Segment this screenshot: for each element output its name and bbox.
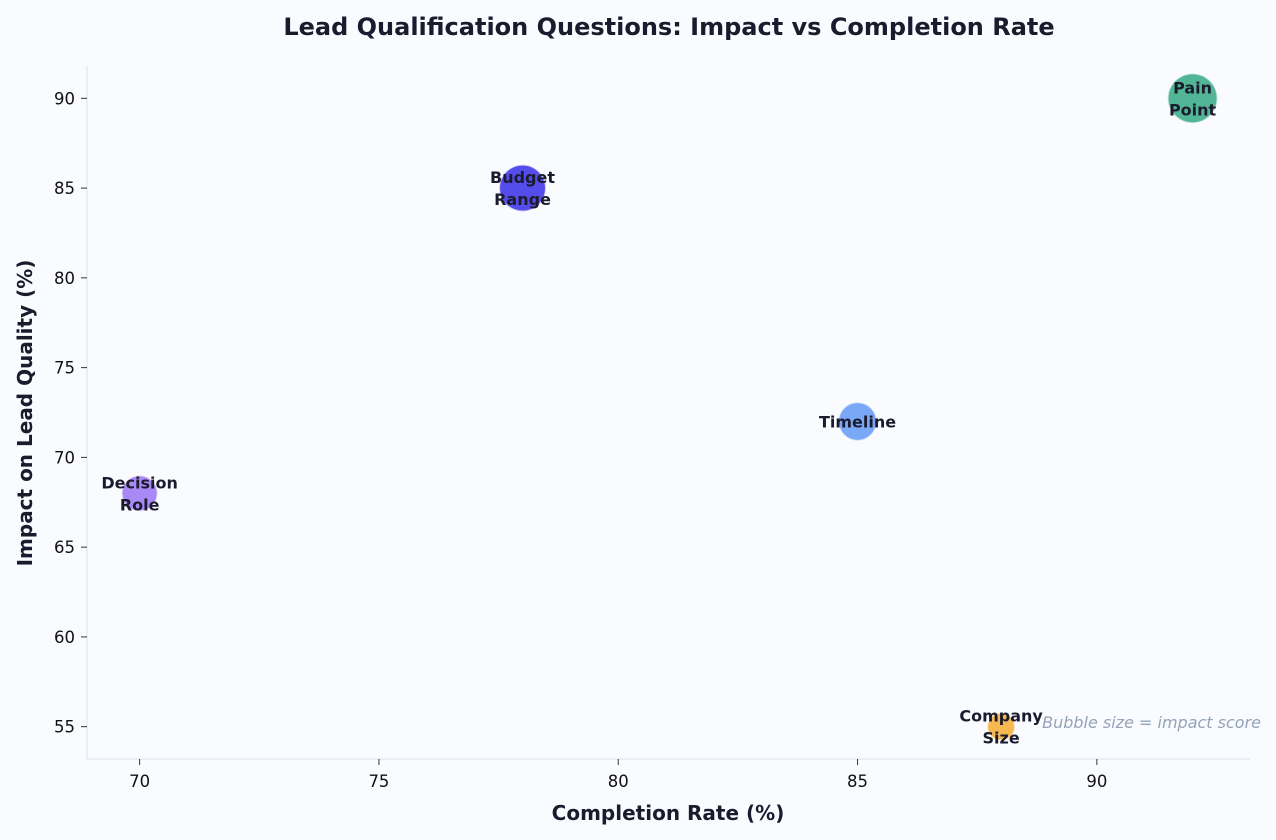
point-label: Size <box>983 729 1020 748</box>
point-label: Timeline <box>819 412 896 431</box>
x-tick-label: 75 <box>368 772 389 791</box>
data-points <box>120 72 1219 742</box>
x-tick-label: 70 <box>129 772 150 791</box>
point-label: Company <box>959 707 1043 726</box>
point-label: Range <box>494 190 551 209</box>
data-point <box>1166 72 1219 125</box>
x-tick-label: 80 <box>608 772 629 791</box>
x-tick-label: 85 <box>847 772 868 791</box>
data-point <box>837 401 878 442</box>
point-label: Budget <box>490 168 555 187</box>
y-tick-label: 55 <box>54 718 75 737</box>
y-tick-label: 75 <box>54 359 75 378</box>
point-label: Pain <box>1173 78 1212 97</box>
data-point <box>986 711 1017 742</box>
axes: 70 75 80 85 90 55 60 65 70 75 80 85 90 <box>54 66 1250 791</box>
y-tick-label: 80 <box>54 269 75 288</box>
chart-title: Lead Qualification Questions: Impact vs … <box>283 13 1054 41</box>
point-label: Decision <box>101 473 178 492</box>
bubble-size-note: Bubble size = impact score <box>1042 713 1261 732</box>
point-label: Role <box>120 495 160 514</box>
x-tick-label: 90 <box>1086 772 1107 791</box>
y-tick-label: 90 <box>54 89 75 108</box>
y-tick-label: 70 <box>54 448 75 467</box>
y-tick-label: 60 <box>54 628 75 647</box>
x-axis-label: Completion Rate (%) <box>552 801 785 825</box>
y-tick-label: 65 <box>54 538 75 557</box>
point-labels: Pain Point Budget Range Timeline Decision Role… <box>101 78 1216 747</box>
y-tick-label: 85 <box>54 179 75 198</box>
data-point <box>498 163 547 213</box>
y-axis-label: Impact on Lead Quality (%) <box>13 260 37 567</box>
data-point <box>120 474 159 513</box>
point-label: Point <box>1169 100 1217 119</box>
